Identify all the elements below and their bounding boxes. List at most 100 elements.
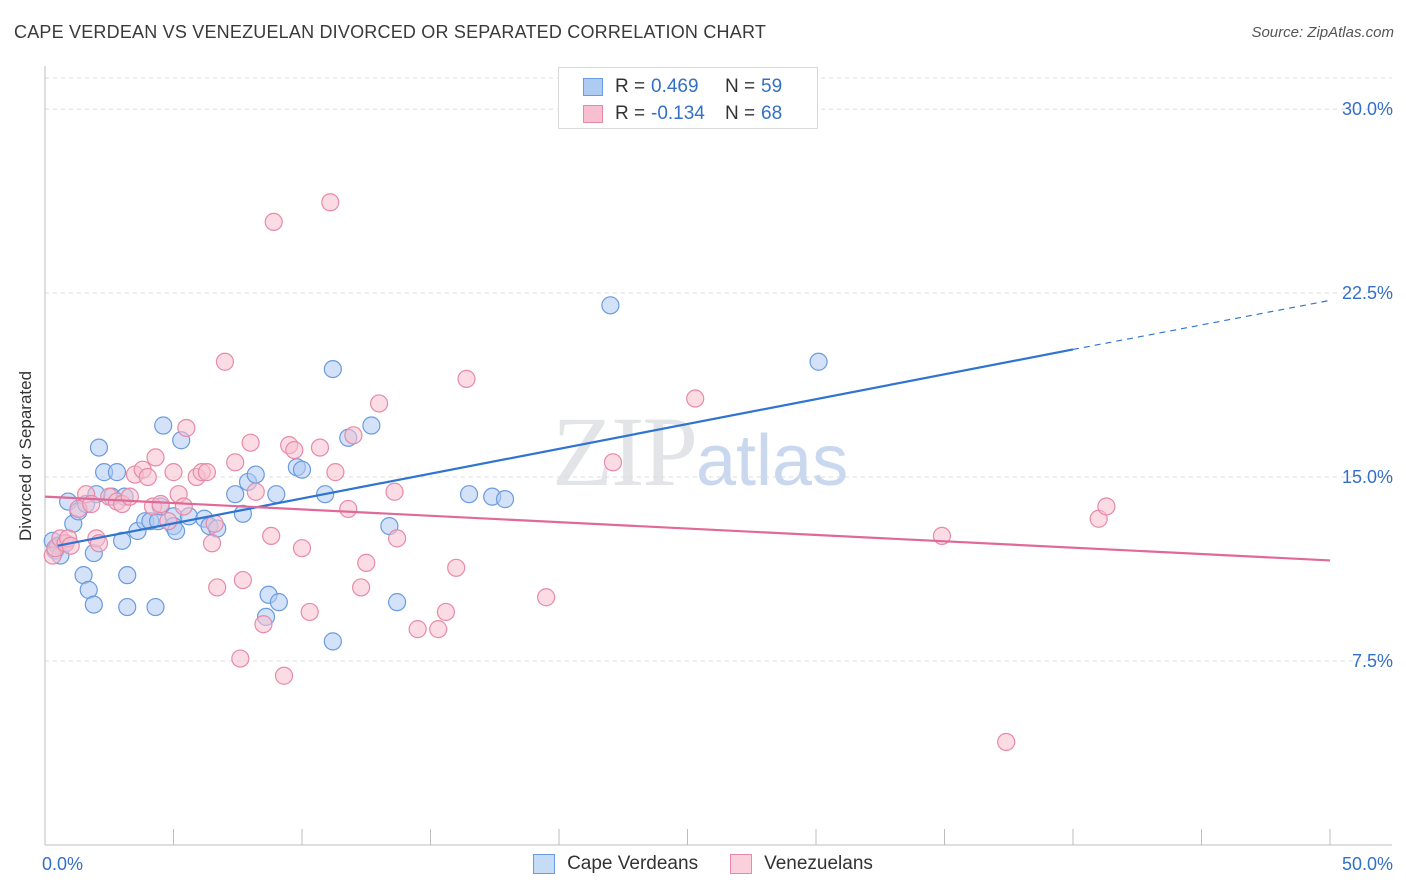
venezuelan-point	[226, 453, 245, 472]
x-tick-label-min: 0.0%	[42, 854, 83, 874]
n-label: N =	[725, 76, 756, 97]
venezuelan-point	[61, 536, 80, 555]
legend-item-venezuelans: Venezuelans	[730, 853, 873, 875]
venezuelan-point	[174, 497, 193, 516]
venezuelan-point	[436, 602, 456, 622]
label-layer: 7.5% 15.0% 22.5% 30.0% 0.0% 50.0%	[42, 99, 1393, 874]
venezuelan-point	[686, 389, 705, 408]
watermark-zip: ZIP	[552, 396, 698, 507]
venezuelan-point	[997, 732, 1016, 752]
watermark: ZIPatlas	[552, 402, 848, 502]
venezuelan-point	[352, 578, 371, 597]
y-tick-label: 22.5%	[1342, 283, 1393, 303]
cape-verdean-point	[495, 490, 515, 509]
cape-verdean-point	[107, 463, 127, 482]
cape-verdean-point	[89, 438, 109, 457]
venezuelan-point	[208, 578, 227, 597]
venezuelan-point	[285, 440, 304, 460]
source-credit: Source: ZipAtlas.com	[1251, 24, 1394, 41]
cape-verdean-point	[84, 595, 103, 614]
y-tick-label: 7.5%	[1352, 651, 1393, 671]
trend-layer	[44, 299, 1331, 562]
venezuelan-point	[164, 463, 183, 482]
r-value: -0.134	[651, 103, 705, 124]
n-label: N =	[725, 103, 756, 124]
r-label: R =	[615, 103, 646, 124]
cape-verdean-point	[809, 352, 828, 371]
venezuelan-point	[300, 602, 319, 622]
venezuelan-point	[197, 463, 217, 482]
r-label: R =	[615, 76, 646, 97]
r-value: 0.469	[651, 76, 699, 97]
n-value: 59	[761, 76, 783, 97]
venezuelan-trendline	[44, 495, 1331, 562]
venezuelan-point	[177, 418, 196, 438]
venezuelan-point	[357, 553, 376, 572]
cape-verdean-point	[362, 416, 381, 435]
venezuelan-point	[387, 529, 407, 548]
venezuelan-point	[447, 558, 466, 577]
venezuelan-point	[202, 534, 222, 553]
chart-title: CAPE VERDEAN VS VENEZUELAN DIVORCED OR S…	[14, 22, 767, 42]
cape-verdean-point	[269, 593, 288, 612]
venezuelan-point	[457, 369, 476, 389]
n-value: 68	[761, 103, 783, 124]
venezuelan-point	[254, 615, 273, 634]
venezuelan-point	[233, 570, 252, 590]
venezuelan-point	[321, 193, 340, 212]
venezuelan-point	[159, 512, 178, 531]
legend-row-venezuelans: R = -0.134 N = 68	[583, 103, 782, 125]
venezuelan-point	[537, 588, 556, 607]
venezuelan-point	[326, 463, 345, 482]
cape-verdean-point	[323, 359, 342, 379]
legend-swatch-blue	[533, 854, 556, 874]
y-tick-label: 15.0%	[1342, 467, 1393, 487]
venezuelan-point	[385, 482, 404, 501]
y-tick-label: 30.0%	[1342, 99, 1393, 119]
cape-verdean-point	[226, 485, 245, 504]
venezuelan-point	[292, 539, 312, 558]
venezuelan-point	[1097, 497, 1116, 516]
venezuelan-point	[205, 514, 224, 533]
venezuelan-point	[603, 453, 623, 472]
venezuelan-point	[264, 212, 283, 232]
venezuelan-point	[231, 649, 250, 668]
cape-verdean-trendline	[57, 348, 1074, 547]
venezuelan-point	[339, 499, 358, 519]
cape-verdean-point	[118, 566, 137, 585]
series-legend: Cape Verdeans Venezuelans	[0, 852, 1406, 876]
cape-verdean-point	[246, 465, 265, 484]
legend-swatch-blue	[583, 78, 603, 96]
venezuelan-point	[429, 620, 448, 639]
cape-verdean-point	[118, 597, 137, 617]
venezuelan-point	[262, 526, 281, 546]
venezuelan-point	[408, 620, 427, 639]
venezuelan-point	[138, 467, 157, 487]
legend-swatch-pink	[730, 854, 753, 874]
x-tick-label-max: 50.0%	[1342, 854, 1393, 874]
venezuelan-point	[215, 352, 234, 371]
legend-row-cape-verdeans: R = 0.469 N = 59	[583, 76, 782, 98]
venezuelan-point	[344, 426, 363, 445]
venezuelan-point	[146, 448, 165, 467]
venezuelan-point	[274, 666, 294, 685]
cape-verdean-point	[146, 597, 165, 617]
cape-verdean-point	[387, 593, 407, 612]
venezuelan-point	[241, 433, 260, 452]
axis-layer	[44, 66, 1392, 846]
cape-verdean-point	[292, 460, 312, 479]
venezuelan-point	[120, 487, 139, 506]
cape-verdean-point	[323, 632, 342, 651]
legend-item-cape-verdeans: Cape Verdeans	[533, 853, 698, 875]
cape-verdean-point	[459, 485, 479, 504]
cape-verdean-point	[267, 485, 286, 504]
points-layer	[43, 193, 1116, 752]
watermark-atlas: atlas	[696, 421, 849, 501]
legend-swatch-pink	[583, 105, 603, 123]
correlation-legend: R = 0.469 N = 59 R = -0.134 N = 68	[558, 67, 818, 129]
legend-label: Cape Verdeans	[567, 853, 699, 874]
venezuelan-point	[246, 482, 265, 501]
cape-verdean-point	[601, 296, 620, 315]
venezuelan-point	[370, 394, 389, 413]
